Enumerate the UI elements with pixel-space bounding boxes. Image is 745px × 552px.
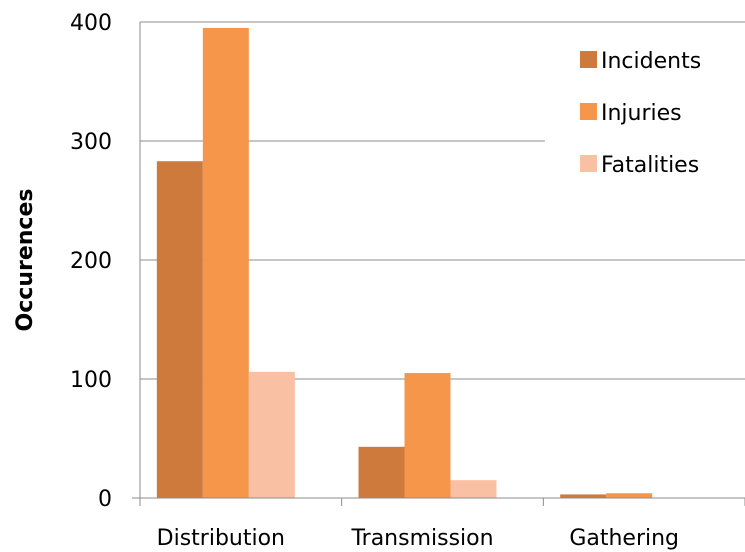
legend-label: Injuries [601,101,682,126]
bar-incidents-transmission [358,446,405,498]
bars [156,27,653,499]
y-tick-label: 300 [70,130,112,155]
x-category-labels: Distribution Transmission Gathering [157,526,679,551]
bar-incidents-distribution [156,161,203,499]
legend-swatch [580,155,597,172]
legend-label: Incidents [601,49,701,74]
legend-label: Fatalities [601,153,699,178]
x-category-label: Distribution [157,526,285,551]
axes [132,22,745,506]
bar-fatalities-transmission [450,480,497,498]
y-axis-title: Occurences [13,189,38,332]
bar-injuries-gathering [606,493,653,498]
legend-swatch [580,51,597,68]
legend: Incidents Injuries Fatalities [580,49,701,178]
bar-injuries-distribution [202,27,249,498]
bar-injuries-transmission [404,373,451,498]
legend-background [545,45,745,211]
y-tick-label: 0 [98,487,112,512]
y-tick-label: 400 [70,11,112,36]
bar-fatalities-distribution [248,371,295,498]
x-category-label: Transmission [350,526,493,551]
y-tick-label: 200 [70,249,112,274]
x-category-label: Gathering [569,526,679,551]
y-tick-label: 100 [70,368,112,393]
legend-swatch [580,103,597,120]
bar-incidents-gathering [560,494,607,498]
y-tick-labels: 0 100 200 300 400 [70,11,112,512]
